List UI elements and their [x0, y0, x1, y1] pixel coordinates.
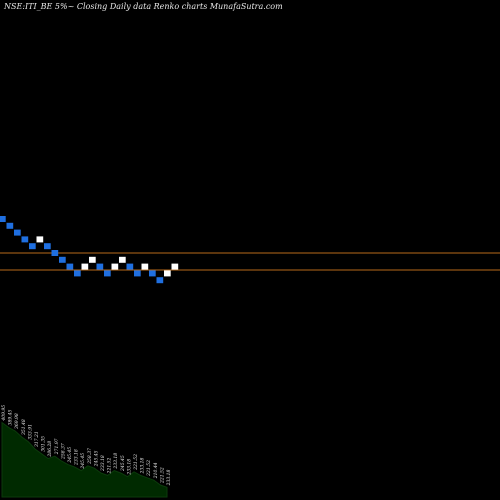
- volume-label: 317.21: [34, 431, 40, 447]
- renko-brick-up: [164, 270, 171, 277]
- renko-brick-down: [74, 270, 81, 277]
- renko-brick-up: [119, 256, 126, 263]
- volume-label: 389.45: [8, 410, 14, 426]
- volume-label: 245.45: [120, 455, 126, 472]
- volume-label: 333.91: [27, 424, 33, 440]
- volume-label: 245.45: [67, 447, 73, 464]
- renko-brick-down: [14, 229, 21, 236]
- renko-brick-up: [141, 263, 149, 270]
- volume-label: 233.18: [74, 449, 80, 466]
- volume-label: 271.97: [54, 438, 60, 455]
- volume-label: 409.95: [1, 405, 7, 422]
- renko-brick-down: [6, 222, 14, 229]
- renko-brick-down: [104, 270, 111, 277]
- chart-title: NSE:ITI_BE 5%~ Closing Daily data Renko …: [4, 2, 283, 11]
- renko-brick-up: [81, 263, 89, 270]
- renko-brick-down: [0, 216, 6, 222]
- volume-label: 233.18: [166, 470, 172, 487]
- renko-brick-down: [96, 263, 104, 270]
- renko-brick-down: [134, 270, 141, 277]
- volume-label: 258.37: [60, 443, 66, 460]
- volume-label: 301.35: [41, 436, 47, 452]
- volume-area: [1, 421, 168, 498]
- volume-label: 221.52: [107, 458, 113, 475]
- renko-brick-up: [171, 263, 179, 270]
- volume-label: 221.52: [146, 460, 152, 477]
- renko-brick-down: [156, 277, 164, 284]
- renko-brick-down: [149, 270, 156, 277]
- volume-label: 369.98: [14, 413, 20, 429]
- volume-label: 233.18: [113, 453, 119, 470]
- volume-label: 286.28: [47, 441, 53, 458]
- volume-label: 221.52: [133, 454, 139, 471]
- volume-label: 351.48: [21, 419, 27, 435]
- renko-brick-up: [36, 236, 44, 243]
- volume-label: 245.45: [80, 453, 86, 470]
- volume-label: 233.18: [126, 459, 132, 476]
- renko-brick-down: [59, 256, 66, 263]
- volume-label: 245.45: [93, 450, 99, 467]
- volume-label: 221.52: [159, 467, 165, 484]
- renko-brick-down: [126, 263, 134, 270]
- renko-brick-down: [66, 263, 74, 270]
- renko-brick-down: [21, 236, 29, 243]
- reference-lines: [0, 252, 500, 271]
- volume-label: 210.44: [153, 462, 159, 479]
- renko-brick-up: [111, 263, 119, 270]
- volume-label: 233.18: [100, 455, 106, 472]
- renko-brick-down: [44, 243, 51, 250]
- renko-brick-down: [29, 243, 36, 250]
- brick-layer: [0, 216, 179, 284]
- volume-label: 258.37: [87, 448, 93, 465]
- volume-label: 233.18: [140, 458, 146, 475]
- volume-layer: 409.95 389.45 369.98 351.48 333.91 317.21 301.…: [1, 405, 172, 498]
- renko-brick-up: [89, 256, 96, 263]
- renko-brick-down: [51, 250, 59, 256]
